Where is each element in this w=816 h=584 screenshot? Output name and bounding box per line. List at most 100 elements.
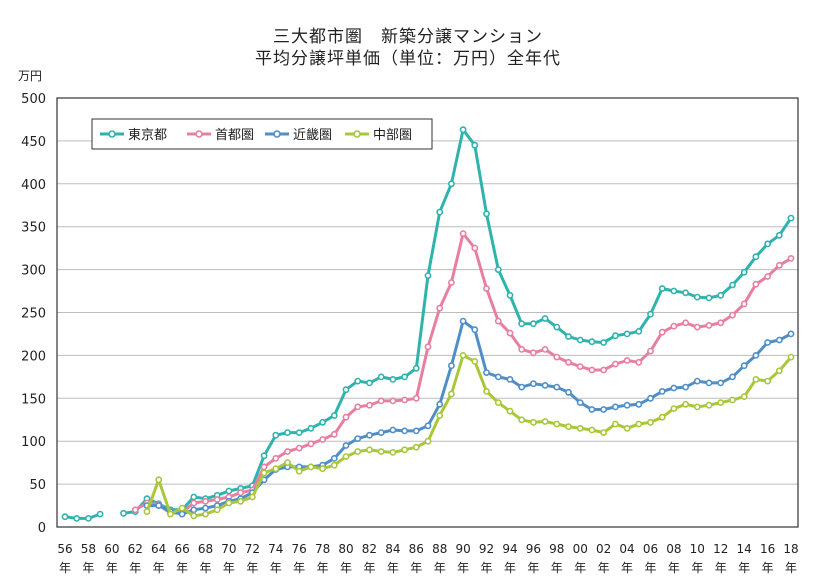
data-point: [483, 285, 490, 292]
x-tick-year: 80: [338, 542, 353, 556]
data-point: [178, 504, 186, 512]
x-tick-year: 88: [432, 542, 447, 556]
data-point: [717, 399, 725, 406]
x-tick-label: 10 年: [690, 542, 705, 575]
data-point: [424, 343, 432, 351]
x-tick-year: 00: [573, 542, 588, 556]
data-point: [600, 429, 607, 436]
data-point: [764, 339, 771, 346]
x-tick-label: 58 年: [81, 542, 96, 575]
data-point: [740, 393, 748, 400]
x-tick-year: 86: [409, 542, 424, 556]
y-tick-label: 300: [21, 264, 46, 279]
x-tick-year: 78: [315, 542, 330, 556]
data-point: [295, 467, 303, 475]
data-point: [248, 493, 256, 501]
data-point: [565, 333, 572, 340]
data-point: [635, 358, 643, 366]
data-point: [447, 362, 455, 370]
data-point: [319, 418, 326, 426]
data-point: [424, 272, 432, 279]
x-tick-year: 66: [174, 542, 189, 556]
data-point: [506, 329, 514, 337]
data-point: [682, 400, 689, 408]
data-point: [752, 280, 760, 288]
legend-swatch-marker: [108, 130, 116, 138]
x-tick-suffix: 年: [434, 561, 446, 575]
x-tick-year: 56: [57, 542, 72, 556]
x-tick-label: 72 年: [245, 542, 260, 575]
legend-entry: 近畿圏: [265, 128, 332, 143]
x-tick-label: 06 年: [643, 542, 658, 575]
x-tick-year: 62: [128, 542, 143, 556]
data-point: [705, 401, 713, 409]
data-point: [787, 254, 795, 262]
data-point: [775, 336, 783, 344]
data-point: [530, 320, 537, 328]
x-tick-year: 94: [502, 542, 517, 556]
x-tick-label: 04 年: [619, 542, 634, 575]
x-tick-label: 74 年: [268, 542, 283, 575]
data-point: [717, 291, 725, 299]
data-point: [682, 319, 689, 327]
data-point: [729, 396, 736, 404]
data-point: [366, 446, 373, 454]
data-point: [647, 310, 654, 318]
x-tick-year: 74: [268, 542, 283, 556]
data-point: [530, 380, 537, 388]
data-point: [225, 487, 233, 495]
data-point: [623, 401, 631, 409]
x-tick-suffix: 年: [176, 561, 188, 575]
data-point: [635, 327, 643, 335]
data-point: [73, 515, 81, 522]
data-point: [775, 261, 783, 269]
data-point: [752, 253, 760, 261]
legend-entry: 東京都: [100, 127, 167, 143]
data-point: [436, 208, 444, 216]
x-tick-label: 64 年: [151, 542, 166, 575]
data-point: [600, 339, 607, 346]
x-tick-label: 00 年: [573, 542, 588, 575]
data-point: [553, 323, 561, 331]
data-point: [424, 422, 432, 430]
data-point: [518, 320, 526, 328]
data-point: [612, 420, 619, 428]
data-point: [412, 443, 420, 451]
data-point: [260, 452, 268, 460]
data-point: [530, 418, 537, 426]
data-point: [576, 336, 584, 344]
series-line: [145, 319, 793, 516]
data-point: [412, 427, 420, 435]
data-point: [307, 440, 315, 448]
data-point: [541, 315, 549, 322]
data-point: [518, 416, 526, 424]
x-tick-label: 80 年: [338, 542, 353, 575]
data-point: [190, 506, 198, 514]
data-point: [612, 403, 619, 411]
series-4: [143, 351, 795, 520]
data-point: [389, 397, 397, 405]
legend-box: [91, 118, 433, 150]
data-point: [131, 506, 139, 514]
data-point: [658, 328, 666, 336]
x-tick-year: 98: [549, 542, 564, 556]
data-point: [61, 513, 69, 521]
data-point: [623, 424, 631, 432]
data-point: [436, 400, 444, 408]
x-tick-suffix: 年: [668, 561, 680, 575]
legend-label: 首都圏: [215, 128, 254, 143]
data-point: [401, 396, 408, 404]
data-point: [729, 373, 736, 381]
data-point: [588, 338, 596, 346]
data-point: [764, 377, 771, 385]
data-point: [670, 384, 678, 392]
data-point: [202, 504, 209, 512]
x-tick-suffix: 年: [644, 561, 656, 575]
x-tick-suffix: 年: [715, 561, 727, 575]
data-point: [565, 423, 572, 430]
data-point: [553, 383, 561, 391]
legend-swatch-marker: [195, 130, 203, 138]
data-point: [178, 510, 186, 518]
data-point: [342, 413, 350, 421]
